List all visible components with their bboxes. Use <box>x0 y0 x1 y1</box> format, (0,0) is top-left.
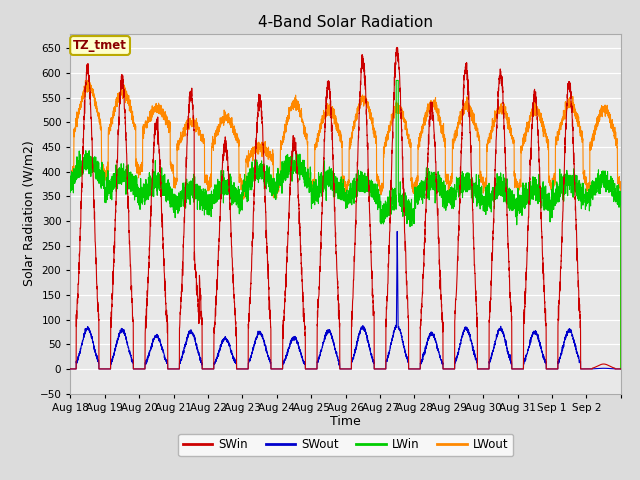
Title: 4-Band Solar Radiation: 4-Band Solar Radiation <box>258 15 433 30</box>
Y-axis label: Solar Radiation (W/m2): Solar Radiation (W/m2) <box>22 141 35 287</box>
Legend: SWin, SWout, LWin, LWout: SWin, SWout, LWin, LWout <box>178 433 513 456</box>
Text: TZ_tmet: TZ_tmet <box>73 39 127 52</box>
X-axis label: Time: Time <box>330 415 361 429</box>
